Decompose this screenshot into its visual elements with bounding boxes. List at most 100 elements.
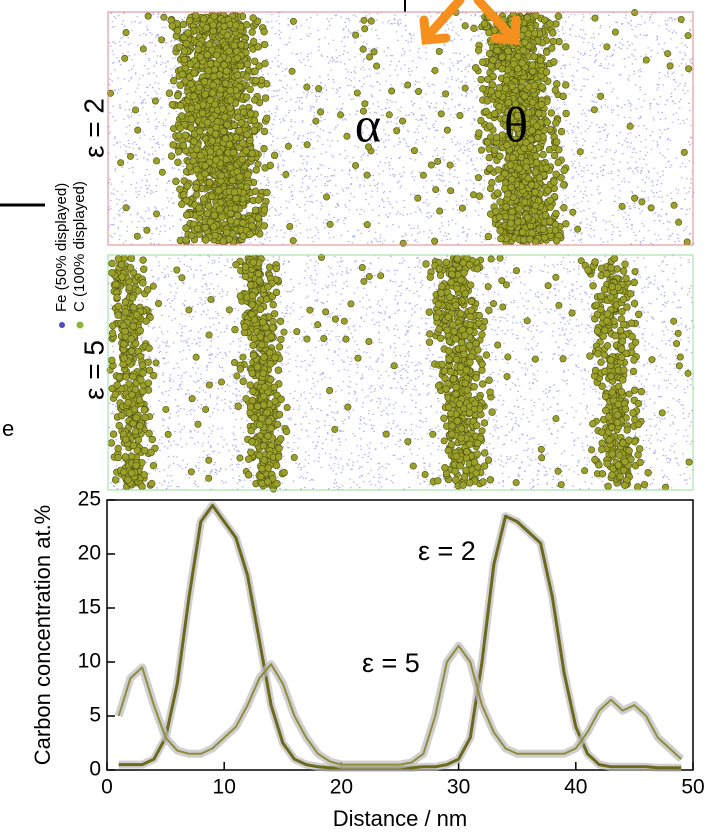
- c-atom: [140, 257, 147, 264]
- c-atom: [199, 110, 206, 117]
- c-atom: [341, 318, 347, 324]
- c-atom: [216, 149, 223, 156]
- c-atom: [431, 238, 437, 244]
- c-atom: [131, 406, 138, 413]
- c-atom: [507, 220, 514, 227]
- c-atom: [215, 187, 222, 194]
- c-atom: [444, 327, 451, 334]
- c-atom: [269, 324, 276, 331]
- y-tick-label: 15: [78, 596, 101, 619]
- c-atom: [179, 275, 185, 281]
- c-atom: [245, 171, 252, 178]
- c-atom: [499, 54, 506, 61]
- c-atom: [122, 436, 129, 443]
- c-atom: [443, 259, 450, 266]
- c-atom: [195, 46, 202, 53]
- c-atom: [205, 67, 212, 74]
- c-atom: [250, 259, 257, 266]
- c-atom: [485, 76, 492, 83]
- series-line: [119, 505, 682, 767]
- c-atom: [637, 459, 644, 466]
- c-atom: [608, 264, 615, 271]
- c-atom: [191, 70, 198, 77]
- c-atom: [445, 404, 452, 411]
- c-atom: [136, 396, 143, 403]
- c-atom: [495, 342, 501, 348]
- c-atom: [251, 58, 258, 65]
- c-atom: [634, 484, 641, 491]
- c-atom: [605, 483, 612, 490]
- c-atom: [132, 386, 139, 393]
- c-atom: [560, 93, 567, 100]
- c-atom: [603, 271, 610, 278]
- c-atom: [120, 361, 127, 368]
- c-atom: [276, 411, 283, 418]
- c-atom: [622, 406, 629, 413]
- c-atom: [206, 179, 213, 186]
- c-atom: [241, 323, 248, 330]
- c-atom: [254, 403, 261, 410]
- c-atom: [626, 391, 632, 397]
- c-atom: [452, 302, 459, 309]
- c-atom: [473, 374, 480, 381]
- c-atom: [622, 482, 629, 489]
- c-atom: [471, 383, 478, 390]
- c-atom: [629, 333, 636, 340]
- c-atom: [486, 154, 493, 161]
- c-atom: [671, 202, 677, 208]
- c-atom: [590, 282, 597, 289]
- c-atom: [257, 306, 264, 313]
- c-atom: [249, 439, 256, 446]
- c-atom: [615, 401, 622, 408]
- c-atom: [213, 52, 220, 59]
- c-atom: [676, 363, 682, 369]
- c-atom: [142, 414, 149, 421]
- c-atom: [611, 255, 618, 262]
- c-atom: [643, 57, 649, 63]
- c-atom: [110, 431, 117, 438]
- c-atom: [462, 332, 469, 339]
- c-atom: [598, 359, 605, 366]
- c-atom: [532, 239, 539, 246]
- c-atom: [551, 152, 558, 159]
- c-atom: [467, 359, 474, 366]
- c-atom: [313, 118, 319, 124]
- c-atom: [364, 172, 370, 178]
- c-atom: [219, 105, 226, 112]
- c-atom: [265, 284, 272, 291]
- c-atom: [194, 103, 201, 110]
- c-atom: [458, 425, 465, 432]
- c-atom: [186, 17, 193, 24]
- c-atom: [281, 469, 288, 476]
- c-atom: [266, 264, 273, 271]
- annotation: ε = 2: [418, 536, 476, 566]
- c-atom: [268, 425, 275, 432]
- c-atom: [427, 274, 434, 281]
- c-atom: [497, 153, 504, 160]
- c-atom: [237, 455, 243, 461]
- c-atom: [620, 268, 627, 275]
- c-atom: [532, 169, 539, 176]
- c-atom: [528, 182, 535, 189]
- c-atom: [129, 295, 136, 302]
- c-atom: [177, 125, 184, 132]
- c-atom: [457, 310, 464, 317]
- c-atom: [626, 447, 633, 454]
- c-atom: [454, 255, 461, 262]
- c-atom: [599, 440, 606, 447]
- c-atom: [639, 199, 645, 205]
- c-atom: [476, 193, 483, 200]
- c-atom: [221, 113, 228, 120]
- c-atom: [117, 160, 123, 166]
- c-atom: [233, 134, 240, 141]
- c-atom: [138, 377, 145, 384]
- c-atom: [598, 293, 605, 300]
- c-atom: [548, 110, 555, 117]
- c-atom: [113, 281, 120, 288]
- c-atom: [496, 214, 503, 221]
- c-atom: [534, 134, 541, 141]
- c-atom: [190, 93, 197, 100]
- c-atom: [474, 346, 481, 353]
- c-atom: [202, 162, 209, 169]
- c-atom: [132, 428, 139, 435]
